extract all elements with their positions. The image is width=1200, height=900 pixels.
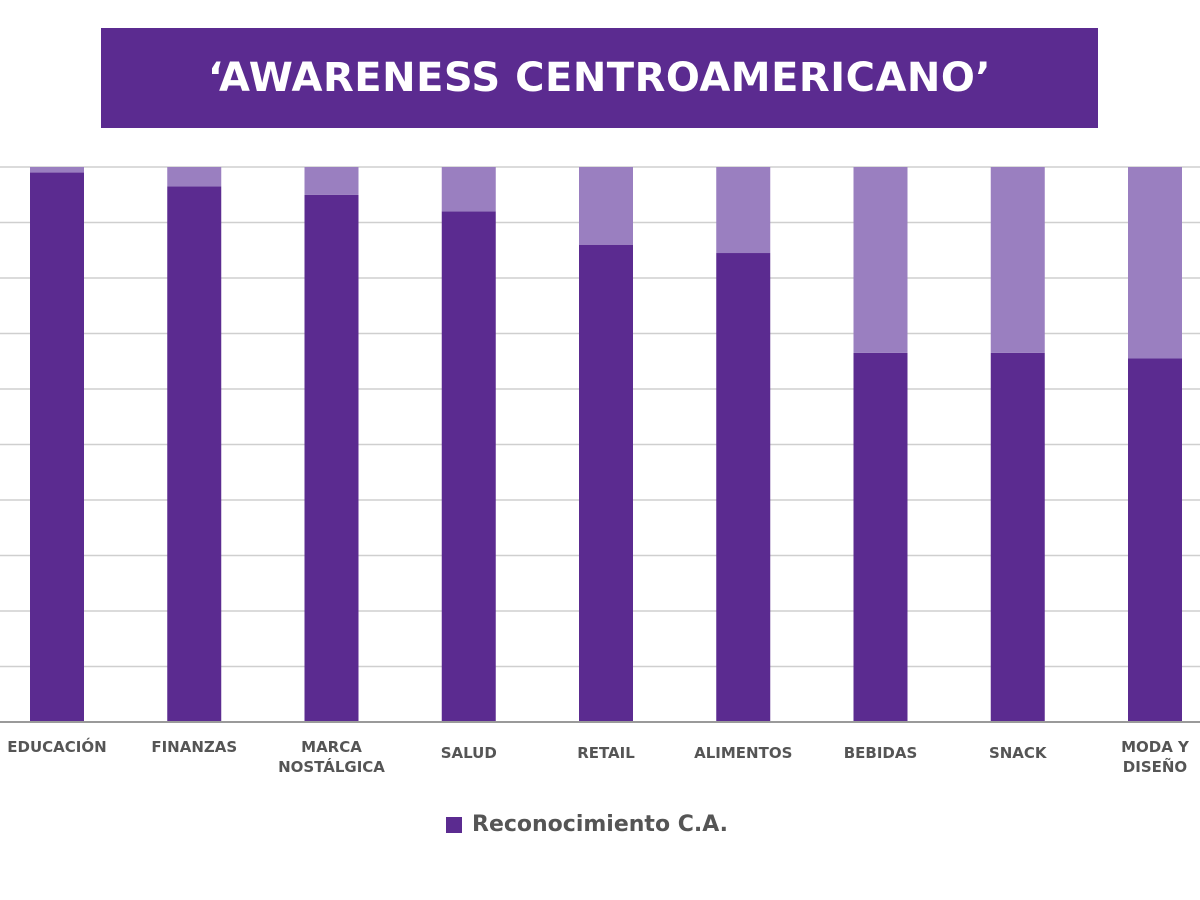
x-tick-label-line: NOSTÁLGICA: [278, 757, 385, 776]
chart-title: ‘AWARENESS CENTROAMERICANO’: [207, 55, 992, 101]
bar-main-retail: [579, 244, 633, 722]
x-tick-label-line: SALUD: [441, 744, 497, 762]
legend-label-reconocimiento: Reconocimiento C.A.: [472, 812, 729, 837]
bar-remainder-bebidas: [853, 167, 908, 353]
x-tick-label: MARCA NOSTÁLGICA: [278, 738, 385, 776]
bar-remainder-alimentos: [716, 167, 771, 254]
legend-swatch-reconocimiento: [446, 816, 462, 833]
bars: [30, 167, 1182, 723]
x-tick-label: FINANZAS: [151, 738, 237, 756]
bar-main-bebidas: [853, 352, 908, 722]
x-tick-label: ALIMENTOS: [694, 744, 792, 762]
x-tick-label-line: FINANZAS: [151, 738, 237, 756]
bar-main-educacion: [30, 172, 84, 723]
x-tick-label: BEBIDAS: [844, 744, 918, 762]
legend: Reconocimiento C.A.: [446, 812, 728, 837]
bar-remainder-finanzas: [167, 167, 222, 187]
x-tick-label-line: MODA Y: [1121, 738, 1190, 756]
x-tick-label-line: DISEÑO: [1123, 757, 1187, 776]
x-tick-label-line: BEBIDAS: [844, 744, 918, 762]
x-tick-label-line: MARCA: [301, 738, 362, 756]
x-tick-label-line: RETAIL: [577, 744, 635, 762]
bar-main-finanzas: [167, 186, 222, 723]
bar-remainder-moda-y-diseno: [1128, 167, 1182, 359]
bar-main-alimentos: [716, 253, 771, 722]
bar-remainder-marca-nostalgica: [304, 167, 359, 195]
bar-remainder-snack: [990, 167, 1045, 353]
bar-main-moda-y-diseno: [1128, 358, 1182, 722]
x-tick-label: SALUD: [441, 744, 497, 762]
bar-remainder-retail: [579, 167, 633, 245]
bar-remainder-educacion: [30, 167, 84, 173]
chart-title-banner: ‘AWARENESS CENTROAMERICANO’: [101, 28, 1098, 128]
x-tick-label-line: EDUCACIÓN: [7, 737, 106, 756]
category-labels: EDUCACIÓN FINANZAS MARCA NOSTÁLGICA SALUD RET…: [7, 737, 1190, 776]
bar-main-snack: [990, 352, 1045, 722]
bar-remainder-salud: [441, 167, 496, 212]
x-tick-label: MODA Y DISEÑO: [1121, 738, 1190, 776]
x-tick-label: EDUCACIÓN: [7, 737, 106, 756]
x-tick-label-line: SNACK: [989, 744, 1048, 762]
x-tick-label: RETAIL: [577, 744, 635, 762]
bar-main-salud: [441, 211, 496, 722]
bar-main-marca-nostalgica: [304, 194, 359, 722]
x-tick-label: SNACK: [989, 744, 1048, 762]
x-tick-label-line: ALIMENTOS: [694, 744, 792, 762]
